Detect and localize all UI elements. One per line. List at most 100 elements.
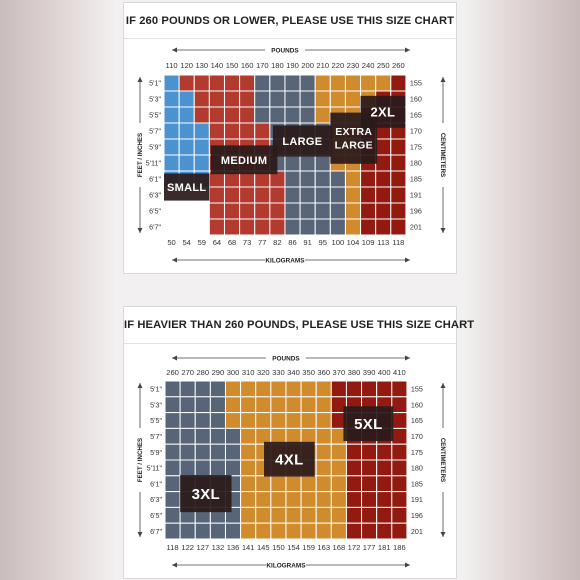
grid-cell bbox=[255, 491, 272, 508]
grid-cell bbox=[376, 491, 393, 508]
grid-cell bbox=[224, 459, 242, 477]
grid-cell bbox=[314, 202, 331, 220]
axis-label: POUNDS bbox=[272, 355, 300, 362]
grid-cell bbox=[345, 380, 363, 398]
grid-cell bbox=[255, 396, 272, 414]
grid-cell bbox=[270, 380, 287, 398]
grid-cell bbox=[224, 396, 242, 414]
height-tick-label: 5'1" bbox=[150, 385, 162, 394]
centimeter-tick-label: 160 bbox=[410, 95, 422, 104]
grid-cell bbox=[254, 74, 271, 92]
grid-cell bbox=[240, 506, 257, 524]
grid-cell bbox=[194, 443, 211, 461]
grid-cell bbox=[376, 443, 393, 461]
grid-cell bbox=[223, 218, 241, 236]
size-label-text: LARGE bbox=[335, 140, 373, 152]
grid-cell bbox=[224, 522, 242, 540]
centimeter-tick-label: 185 bbox=[411, 479, 423, 488]
grid-cell bbox=[163, 90, 180, 108]
grid-cell bbox=[209, 412, 226, 429]
kilogram-tick-label: 68 bbox=[228, 238, 236, 247]
centimeter-tick-label: 155 bbox=[410, 79, 422, 88]
centimeter-tick-label: 165 bbox=[411, 416, 423, 425]
grid-cell bbox=[239, 74, 256, 92]
grid-cell bbox=[193, 138, 210, 156]
pound-tick-label: 140 bbox=[211, 61, 224, 70]
grid-cell bbox=[344, 202, 362, 220]
grid-cell bbox=[361, 506, 378, 524]
grid-cell bbox=[329, 218, 346, 236]
grid-cell bbox=[345, 506, 363, 524]
size-label-text: LARGE bbox=[282, 136, 322, 148]
grid-cell bbox=[179, 443, 196, 461]
height-tick-label: 6'1" bbox=[150, 479, 162, 488]
pound-tick-label: 120 bbox=[180, 61, 193, 70]
grid-cell bbox=[390, 74, 407, 92]
grid-cell bbox=[239, 90, 256, 108]
grid-cell bbox=[315, 522, 332, 540]
grid-cell bbox=[270, 412, 287, 429]
grid-cell bbox=[375, 218, 392, 236]
grid-cell bbox=[330, 506, 347, 524]
height-tick-label: 5'11" bbox=[147, 464, 163, 473]
grid-cell bbox=[209, 396, 226, 414]
grid-cell bbox=[344, 218, 362, 236]
grid-cell bbox=[299, 170, 316, 188]
height-tick-label: 6'7" bbox=[150, 527, 162, 536]
grid-cell bbox=[284, 106, 301, 124]
grid-cell bbox=[240, 427, 257, 445]
chart-title: IF 260 POUNDS OR LOWER, PLEASE USE THIS … bbox=[125, 15, 455, 27]
grid-cell bbox=[376, 475, 393, 493]
grid-cell bbox=[240, 443, 257, 461]
grid-cell bbox=[164, 506, 181, 524]
height-tick-label: 5'7" bbox=[150, 432, 162, 441]
arrow-down-icon bbox=[440, 228, 446, 233]
grid-cell bbox=[178, 218, 195, 236]
grid-cell bbox=[284, 186, 301, 204]
grid-cell bbox=[315, 475, 332, 493]
grid-cell bbox=[193, 122, 210, 140]
pound-tick-label: 340 bbox=[287, 368, 300, 377]
kilogram-tick-label: 54 bbox=[182, 238, 190, 247]
grid-cell bbox=[223, 106, 241, 124]
pounds-axis: POUNDS bbox=[172, 47, 410, 54]
grid-cell bbox=[239, 106, 256, 124]
grid-cell bbox=[391, 412, 408, 429]
grid-cell bbox=[375, 202, 392, 220]
grid-cell bbox=[315, 427, 332, 445]
grid-cell bbox=[270, 506, 287, 524]
grid-cell bbox=[178, 138, 195, 156]
arrow-right-icon bbox=[405, 257, 410, 263]
grid-cell bbox=[345, 443, 363, 461]
grid-cell bbox=[390, 202, 407, 220]
grid-cell bbox=[223, 74, 241, 92]
grid-cell bbox=[163, 106, 180, 124]
grid-cell bbox=[285, 475, 302, 493]
pound-tick-label: 200 bbox=[301, 61, 314, 70]
grid-cell bbox=[179, 459, 196, 477]
pound-tick-label: 270 bbox=[181, 368, 194, 377]
grid-cell bbox=[240, 491, 257, 508]
grid-cell bbox=[360, 170, 377, 188]
grid-cell bbox=[391, 380, 408, 398]
kilograms-axis: KILOGRAMS bbox=[172, 562, 410, 569]
grid-cell bbox=[299, 186, 316, 204]
grid-cell bbox=[163, 138, 180, 156]
grid-cell bbox=[208, 106, 225, 124]
axis-label: POUNDS bbox=[271, 47, 299, 54]
grid-cell bbox=[193, 90, 210, 108]
pound-tick-label: 110 bbox=[166, 61, 178, 70]
pound-tick-label: 310 bbox=[242, 368, 255, 377]
grid-cell bbox=[164, 491, 181, 508]
grid-cell bbox=[329, 74, 346, 92]
grid-cell bbox=[314, 218, 331, 236]
grid-cell bbox=[285, 522, 302, 540]
kilogram-tick-label: 91 bbox=[303, 238, 311, 247]
height-tick-label: 5'3" bbox=[149, 95, 161, 104]
grid-cell bbox=[193, 202, 210, 220]
grid-cell bbox=[375, 170, 392, 188]
arrow-up-icon bbox=[440, 383, 446, 388]
kilogram-tick-label: 172 bbox=[348, 543, 361, 552]
grid-cell bbox=[315, 396, 332, 414]
centimeter-tick-label: 180 bbox=[410, 159, 422, 168]
